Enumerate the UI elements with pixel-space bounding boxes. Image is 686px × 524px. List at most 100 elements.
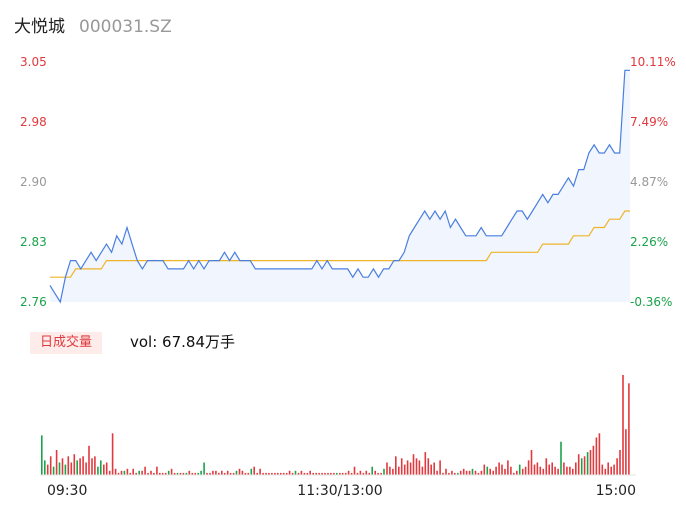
volume-bar (221, 470, 223, 475)
volume-bar (176, 472, 179, 475)
volume-bar (120, 470, 123, 475)
volume-bar (312, 472, 314, 475)
volume-bar (489, 468, 491, 476)
volume-bar (465, 470, 468, 475)
volume-bar (389, 466, 391, 475)
volume-bar (259, 468, 261, 476)
volume-bar (474, 470, 477, 475)
volume-bar (563, 462, 565, 475)
volume-bar (282, 472, 285, 475)
volume-bar (247, 472, 250, 475)
volume-bar (580, 458, 583, 475)
volume-bar (365, 470, 368, 475)
volume-bar (566, 466, 568, 475)
volume-bar (141, 470, 143, 475)
volume-bar (524, 466, 527, 475)
volume-bar (318, 472, 320, 475)
volume-bar (433, 462, 435, 475)
volume-bar (557, 468, 559, 476)
y-left-tick-label: 2.83 (20, 235, 47, 249)
volume-bar (619, 450, 621, 475)
volume-bar (85, 462, 87, 475)
volume-bar (235, 470, 238, 475)
volume-bar (105, 462, 108, 475)
volume-bar (495, 466, 497, 475)
volume-bar (486, 466, 489, 475)
volume-bar (306, 472, 309, 475)
volume-bar (625, 429, 627, 475)
volume-bar (167, 470, 170, 475)
volume-bar (256, 472, 258, 475)
volume-bar (536, 462, 539, 475)
volume-bar (622, 375, 624, 475)
volume-bar (262, 472, 264, 475)
volume-bar (138, 470, 140, 475)
volume-bar (253, 466, 255, 475)
volume-bar (527, 460, 530, 475)
volume-bar (271, 472, 273, 475)
volume-bar (601, 464, 604, 475)
volume-tab[interactable]: 日成交量 (30, 332, 103, 354)
volume-bar (285, 472, 288, 475)
volume-bar (569, 466, 571, 475)
volume-bar (200, 470, 202, 475)
volume-bar (144, 466, 146, 475)
price-area (50, 70, 630, 302)
volume-bar (58, 462, 61, 475)
volume-bar (232, 472, 235, 475)
volume-bar (73, 454, 76, 475)
volume-bar (111, 433, 114, 475)
volume-bar (188, 470, 191, 475)
volume-bar (492, 470, 494, 475)
volume-bar (250, 468, 253, 476)
volume-bar (551, 462, 553, 475)
x-tick-label: 11:30/13:00 (297, 483, 382, 499)
volume-bar (303, 472, 306, 475)
volume-bar (100, 460, 102, 475)
volume-bar (212, 470, 214, 475)
volume-bar (442, 472, 444, 475)
volume-bar (377, 472, 379, 475)
volume-bar (297, 472, 300, 475)
volume-bar (336, 472, 338, 475)
price-line-path (49, 69, 630, 304)
volume-bar (156, 466, 158, 475)
volume-bar (330, 472, 332, 475)
volume-bar (586, 452, 589, 475)
volume-bar (545, 458, 548, 475)
volume-bar (91, 458, 93, 475)
volume-bar (203, 462, 205, 475)
volume-bars (40, 375, 636, 476)
volume-bar (277, 472, 279, 475)
volume-bar (123, 470, 126, 475)
volume-value: vol: 67.84万手 (130, 333, 235, 351)
volume-bar (280, 472, 282, 475)
volume-bar (108, 470, 111, 475)
stock-header: 大悦城 000031.SZ (14, 12, 172, 38)
volume-bar (159, 472, 161, 475)
volume-bar (392, 468, 394, 476)
y-left-tick-label: 2.90 (20, 175, 47, 189)
y-right-tick-label: -0.36% (630, 295, 672, 309)
y-axis-right: 10.11% 7.49% 4.87% 2.26% -0.36% (630, 55, 676, 309)
volume-bar (223, 472, 226, 475)
volume-bar (244, 472, 247, 475)
volume-bar (147, 472, 149, 475)
volume-bar (583, 456, 586, 476)
volume-bar (333, 472, 335, 475)
volume-bar (132, 468, 134, 476)
volume-bar (483, 464, 486, 475)
volume-bar (226, 470, 229, 475)
volume-bar (539, 466, 542, 475)
volume-bar (383, 468, 385, 476)
volume-bar (321, 472, 323, 475)
volume-bar (206, 472, 208, 475)
volume-bar (182, 472, 185, 475)
volume-bar (542, 468, 545, 476)
volume-bar (554, 466, 556, 475)
volume-bar (135, 472, 137, 475)
volume-bar (513, 472, 515, 475)
volume-bar (598, 433, 601, 475)
volume-bar (44, 460, 46, 475)
